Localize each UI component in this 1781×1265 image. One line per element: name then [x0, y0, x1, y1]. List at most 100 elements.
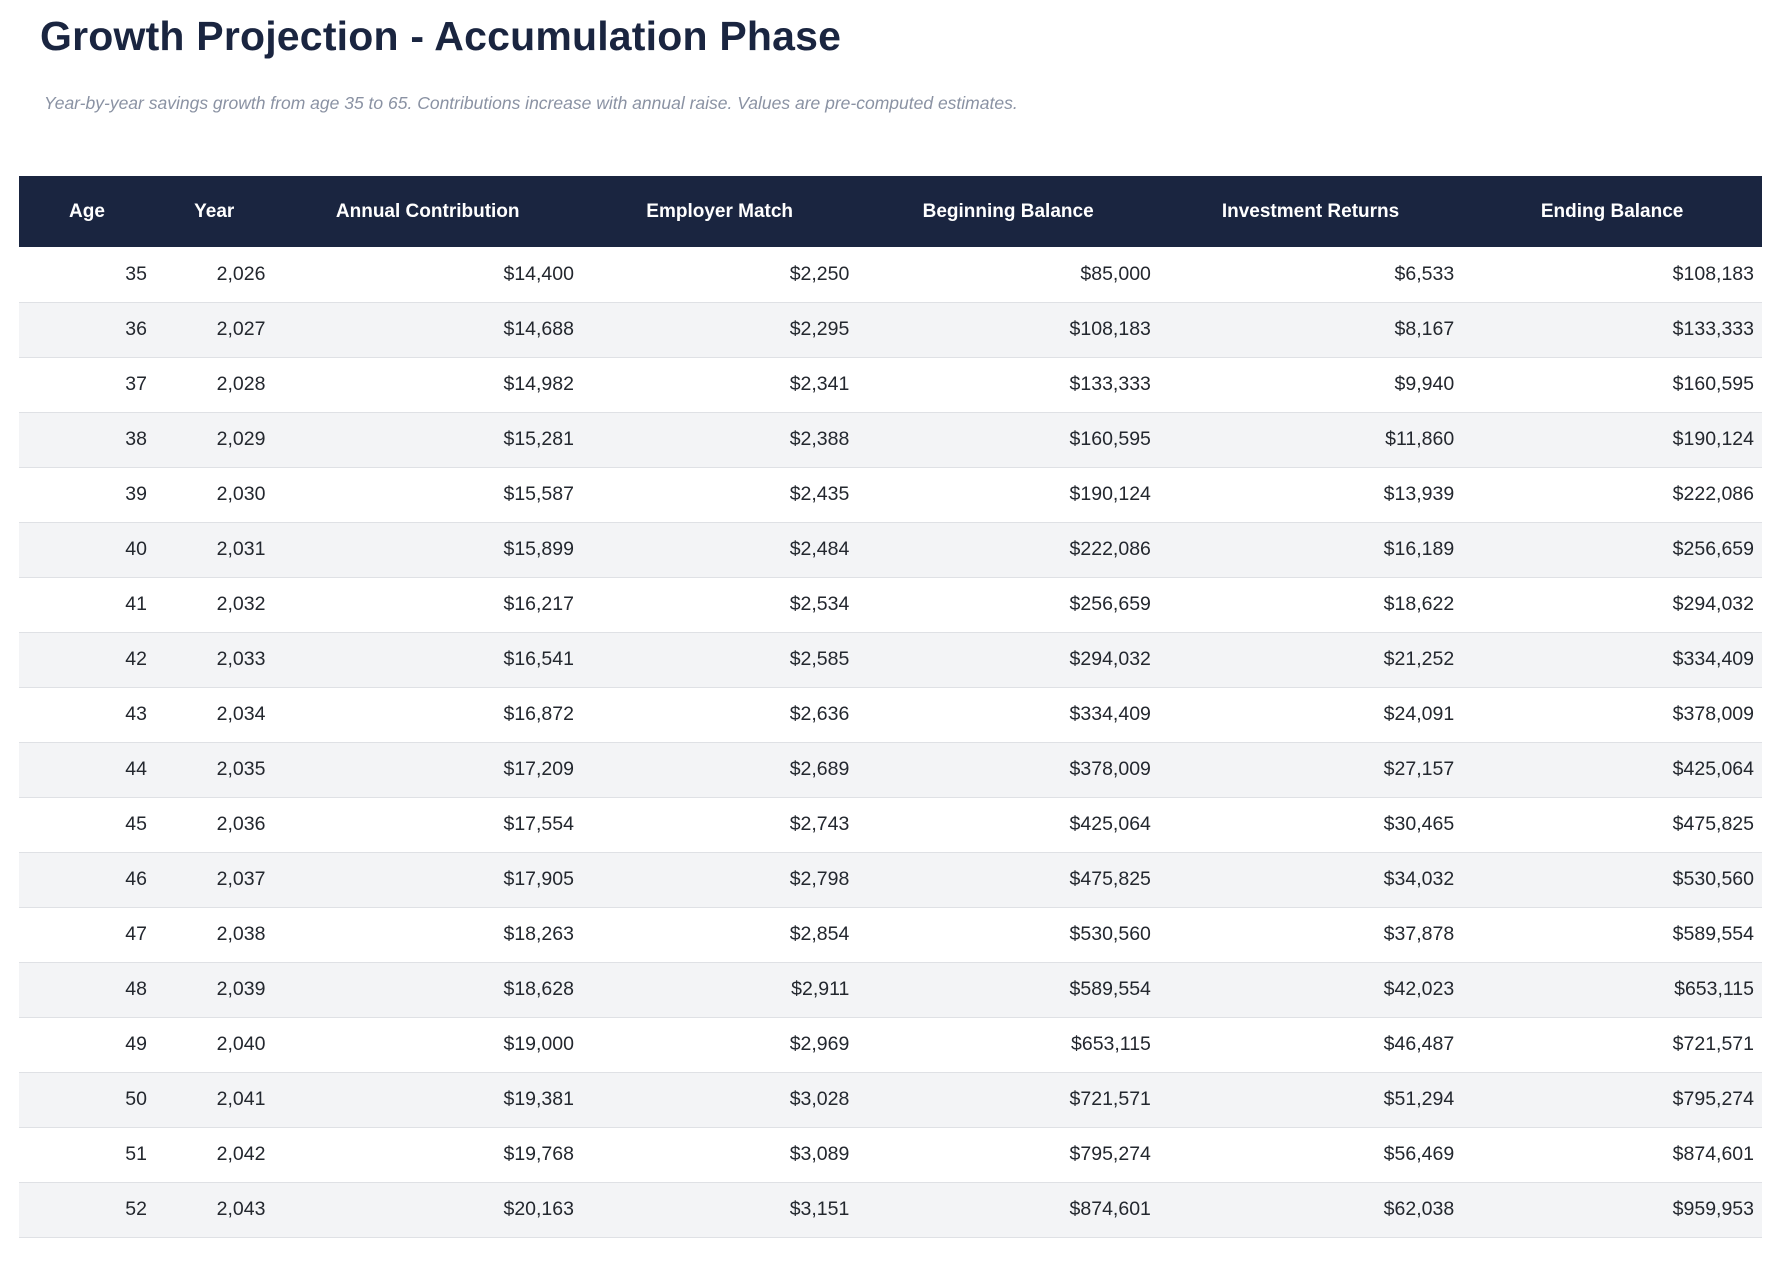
cell-ending_balance: $190,124: [1672, 428, 1754, 451]
cell-employer_match: $2,911: [791, 978, 850, 1001]
cell-beginning_balance: $190,124: [1069, 483, 1151, 506]
cell-year: 2,040: [216, 1033, 266, 1056]
cell-annual_contribution: $17,209: [503, 758, 574, 781]
cell-annual_contribution: $16,541: [503, 648, 574, 671]
table-row: 51 2,042 $19,768 $3,089 $795,274 $56,469 $874,…: [19, 1127, 1762, 1183]
column-header-beginning_balance: Beginning Balance: [857, 176, 1159, 248]
page: Growth Projection - Accumulation Phase Y…: [19, 13, 1762, 1238]
cell-year: 2,039: [216, 978, 266, 1001]
cell-ending_balance: $425,064: [1672, 758, 1754, 781]
table-row: 39 2,030 $15,587 $2,435 $190,124 $13,939 $222,…: [19, 467, 1762, 523]
cell-beginning_balance: $795,274: [1069, 1143, 1151, 1166]
table-head: Age Year Annual Contribution Employer Match…: [19, 176, 1762, 248]
cell-year: 2,026: [216, 262, 266, 285]
cell-age: 36: [125, 318, 147, 341]
cell-investment_returns: $42,023: [1383, 978, 1455, 1001]
cell-investment_returns: $6,533: [1394, 262, 1455, 285]
table-row: 50 2,041 $19,381 $3,028 $721,571 $51,294 $795,…: [19, 1072, 1762, 1128]
cell-employer_match: $2,854: [789, 923, 850, 946]
cell-ending_balance: $959,953: [1672, 1198, 1754, 1221]
cell-investment_returns: $34,032: [1383, 868, 1455, 891]
cell-beginning_balance: $378,009: [1069, 758, 1151, 781]
cell-investment_returns: $8,167: [1394, 318, 1455, 341]
cell-ending_balance: $294,032: [1672, 593, 1754, 616]
cell-investment_returns: $37,878: [1383, 923, 1455, 946]
cell-ending_balance: $256,659: [1672, 538, 1754, 561]
cell-annual_contribution: $16,872: [503, 703, 574, 726]
cell-age: 50: [125, 1088, 147, 1111]
cell-investment_returns: $30,465: [1383, 813, 1455, 836]
cell-ending_balance: $874,601: [1672, 1143, 1754, 1166]
cell-annual_contribution: $14,400: [503, 262, 574, 285]
cell-year: 2,043: [216, 1198, 266, 1221]
table-row: 38 2,029 $15,281 $2,388 $160,595 $11,860 $190,…: [19, 412, 1762, 468]
table-row: 52 2,043 $20,163 $3,151 $874,601 $62,038 $959,…: [19, 1182, 1762, 1238]
cell-ending_balance: $133,333: [1672, 318, 1754, 341]
table-row: 44 2,035 $17,209 $2,689 $378,009 $27,157 $425,…: [19, 742, 1762, 798]
cell-year: 2,033: [216, 648, 266, 671]
cell-employer_match: $2,435: [789, 483, 850, 506]
cell-annual_contribution: $17,905: [503, 868, 574, 891]
table-row: 49 2,040 $19,000 $2,969 $653,115 $46,487 $721,…: [19, 1017, 1762, 1073]
cell-beginning_balance: $133,333: [1069, 373, 1151, 396]
cell-age: 42: [125, 648, 147, 671]
table-row: 41 2,032 $16,217 $2,534 $256,659 $18,622 $294,…: [19, 577, 1762, 633]
column-header-investment_returns: Investment Returns: [1158, 176, 1463, 248]
table-header-row: Age Year Annual Contribution Employer Match…: [19, 176, 1762, 248]
column-header-annual_contribution: Annual Contribution: [273, 176, 582, 248]
cell-age: 37: [125, 373, 147, 396]
cell-age: 51: [125, 1143, 147, 1166]
cell-annual_contribution: $17,554: [503, 813, 574, 836]
cell-year: 2,031: [216, 538, 266, 561]
cell-age: 39: [125, 483, 147, 506]
table-row: 43 2,034 $16,872 $2,636 $334,409 $24,091 $378,…: [19, 687, 1762, 743]
table-row: 45 2,036 $17,554 $2,743 $425,064 $30,465 $475,…: [19, 797, 1762, 853]
cell-ending_balance: $721,571: [1672, 1033, 1754, 1056]
cell-employer_match: $2,295: [789, 318, 850, 341]
cell-investment_returns: $9,940: [1394, 373, 1455, 396]
cell-employer_match: $2,689: [789, 758, 850, 781]
cell-age: 46: [125, 868, 147, 891]
cell-year: 2,028: [216, 373, 266, 396]
cell-year: 2,042: [216, 1143, 266, 1166]
cell-employer_match: $2,743: [789, 813, 850, 836]
table-row: 40 2,031 $15,899 $2,484 $222,086 $16,189 $256,…: [19, 522, 1762, 578]
cell-employer_match: $2,969: [789, 1033, 850, 1056]
cell-employer_match: $2,341: [789, 373, 850, 396]
cell-investment_returns: $24,091: [1383, 703, 1455, 726]
cell-beginning_balance: $589,554: [1069, 978, 1151, 1001]
cell-beginning_balance: $334,409: [1069, 703, 1151, 726]
cell-investment_returns: $16,189: [1383, 538, 1455, 561]
cell-annual_contribution: $18,263: [503, 923, 574, 946]
column-header-age: Age: [19, 176, 155, 248]
cell-age: 40: [125, 538, 147, 561]
table-body: 35 2,026 $14,400 $2,250 $85,000 $6,533 $108,18…: [19, 247, 1762, 1238]
cell-beginning_balance: $85,000: [1080, 262, 1151, 285]
page-title: Growth Projection - Accumulation Phase: [40, 13, 842, 59]
cell-age: 52: [125, 1198, 147, 1221]
cell-beginning_balance: $425,064: [1069, 813, 1151, 836]
cell-beginning_balance: $222,086: [1069, 538, 1151, 561]
table-row: 46 2,037 $17,905 $2,798 $475,825 $34,032 $530,…: [19, 852, 1762, 908]
cell-age: 38: [125, 428, 147, 451]
cell-year: 2,029: [216, 428, 266, 451]
cell-beginning_balance: $294,032: [1069, 648, 1151, 671]
cell-annual_contribution: $20,163: [503, 1198, 574, 1221]
cell-ending_balance: $108,183: [1672, 262, 1754, 285]
cell-age: 45: [125, 813, 147, 836]
cell-ending_balance: $222,086: [1672, 483, 1754, 506]
cell-employer_match: $2,585: [789, 648, 850, 671]
cell-investment_returns: $11,860: [1385, 428, 1455, 451]
cell-ending_balance: $475,825: [1672, 813, 1754, 836]
cell-investment_returns: $21,252: [1383, 648, 1455, 671]
cell-employer_match: $2,534: [789, 593, 850, 616]
cell-age: 35: [125, 262, 147, 285]
cell-annual_contribution: $18,628: [503, 978, 574, 1001]
cell-annual_contribution: $14,688: [503, 318, 574, 341]
cell-ending_balance: $378,009: [1672, 703, 1754, 726]
cell-ending_balance: $589,554: [1672, 923, 1754, 946]
cell-investment_returns: $51,294: [1383, 1088, 1455, 1111]
cell-age: 41: [125, 593, 147, 616]
table-row: 35 2,026 $14,400 $2,250 $85,000 $6,533 $108,18…: [19, 247, 1762, 303]
cell-annual_contribution: $14,982: [503, 373, 574, 396]
